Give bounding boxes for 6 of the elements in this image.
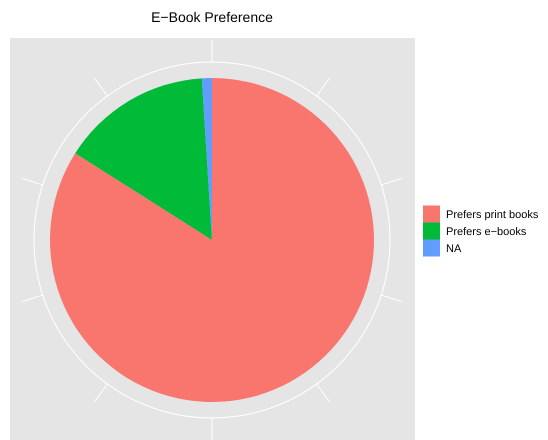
legend-label: Prefers e−books: [446, 226, 527, 238]
chart-title: E−Book Preference: [151, 9, 274, 25]
legend-label: Prefers print books: [446, 209, 539, 221]
pie-slice: [50, 78, 374, 402]
legend-label: NA: [446, 243, 462, 255]
pie-slice: [75, 78, 212, 240]
